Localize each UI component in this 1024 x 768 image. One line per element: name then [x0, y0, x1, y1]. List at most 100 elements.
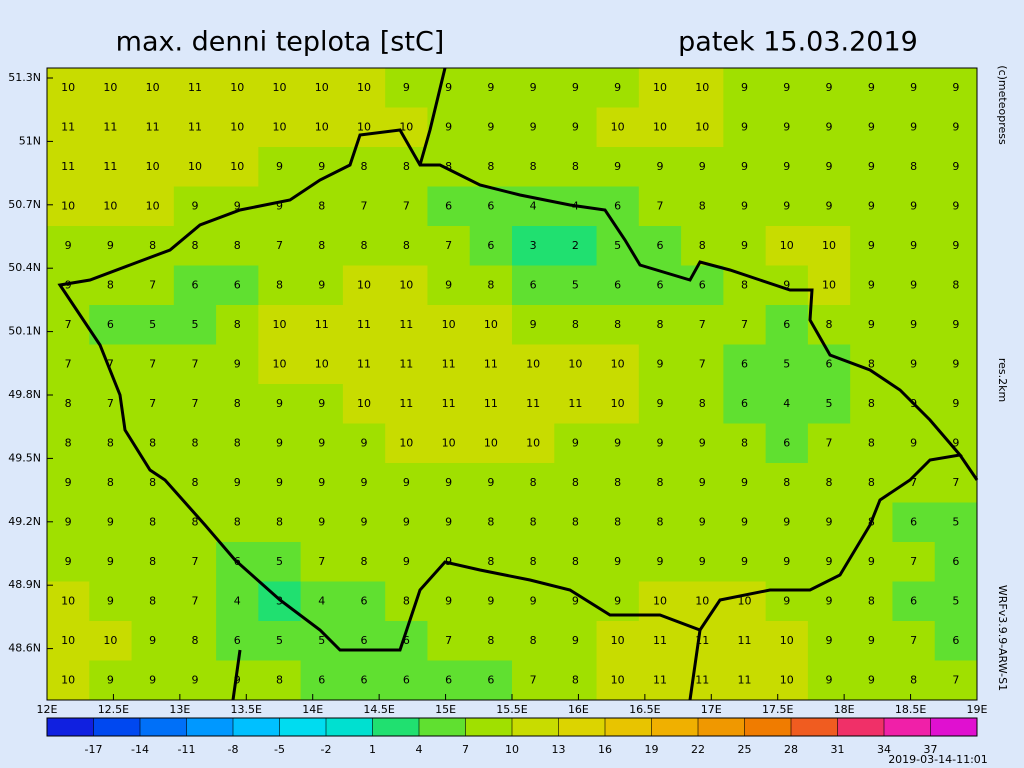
value-label: 6	[107, 318, 114, 331]
field-cell	[385, 68, 428, 108]
value-label: 10	[611, 120, 625, 133]
field-cell	[131, 305, 175, 345]
field-cell	[131, 542, 175, 582]
field-cell	[131, 344, 175, 385]
value-label: 9	[276, 199, 283, 212]
value-label: 6	[361, 634, 368, 647]
field-cell	[512, 660, 555, 701]
value-label: 9	[699, 515, 706, 528]
value-label: 5	[572, 278, 579, 291]
value-label: 9	[65, 476, 72, 489]
field-cell	[216, 581, 259, 622]
field-cell	[554, 660, 598, 701]
field-cell	[342, 107, 386, 148]
field-cell	[850, 423, 893, 464]
field-cell	[596, 226, 640, 266]
value-label: 10	[442, 436, 456, 449]
field-cell	[89, 186, 133, 227]
field-cell	[258, 107, 302, 148]
value-label: 9	[910, 357, 917, 370]
field-cell	[89, 581, 133, 622]
value-label: 9	[361, 476, 368, 489]
value-label: 9	[445, 81, 452, 94]
colorbar-label: -8	[228, 743, 239, 756]
value-label: 11	[399, 318, 413, 331]
field-cell	[554, 502, 598, 543]
field-cell	[469, 621, 513, 661]
field-cell	[512, 68, 555, 108]
lon-label: 19E	[967, 703, 988, 716]
field-cell	[89, 344, 133, 385]
field-cell	[173, 186, 217, 227]
field-cell	[47, 226, 90, 266]
field-cell	[638, 660, 682, 701]
field-cell	[469, 581, 513, 622]
lon-label: 14.5E	[363, 703, 394, 716]
value-label: 4	[530, 199, 537, 212]
value-label: 10	[611, 397, 625, 410]
colorbar-label: 19	[645, 743, 659, 756]
colorbar-segment	[698, 718, 745, 736]
field-cell	[807, 502, 851, 543]
value-label: 8	[107, 278, 114, 291]
field-cell	[554, 423, 598, 464]
colorbar-label: 16	[598, 743, 612, 756]
colorbar-label: 25	[738, 743, 752, 756]
value-label: 4	[318, 594, 325, 607]
field-cell	[850, 305, 893, 345]
field-cell	[47, 621, 90, 661]
value-label: 6	[952, 555, 959, 568]
field-cell	[47, 542, 90, 582]
resolution: res.2km	[996, 358, 1009, 402]
field-cell	[216, 621, 259, 661]
field-cell	[723, 463, 767, 503]
field-cell	[892, 542, 936, 582]
field-cell	[258, 226, 302, 266]
field-cell	[596, 384, 640, 424]
value-label: 9	[952, 120, 959, 133]
value-label: 9	[741, 160, 748, 173]
value-label: 8	[530, 160, 537, 173]
field-cell	[342, 265, 386, 306]
field-cell	[723, 384, 767, 424]
field-cell	[765, 660, 809, 701]
value-label: 8	[868, 397, 875, 410]
value-label: 9	[445, 555, 452, 568]
field-cell	[300, 305, 344, 345]
field-cell	[342, 344, 386, 385]
field-cell	[131, 226, 175, 266]
field-cell	[512, 186, 555, 227]
value-label: 9	[65, 239, 72, 252]
value-label: 10	[146, 81, 160, 94]
value-label: 9	[741, 199, 748, 212]
field-cell	[807, 542, 851, 582]
value-label: 4	[234, 594, 241, 607]
field-cell	[723, 344, 767, 385]
value-label: 5	[149, 318, 156, 331]
value-label: 11	[103, 120, 117, 133]
value-label: 9	[572, 81, 579, 94]
value-label: 10	[653, 120, 667, 133]
value-label: 9	[826, 199, 833, 212]
lon-label: 12.5E	[98, 703, 129, 716]
field-cell	[892, 660, 936, 701]
field-cell	[512, 542, 555, 582]
field-cell	[681, 542, 724, 582]
field-cell	[385, 226, 428, 266]
field-cell	[47, 660, 90, 701]
value-label: 8	[65, 397, 72, 410]
value-label: 9	[445, 594, 452, 607]
value-label: 9	[614, 436, 621, 449]
value-label: 7	[149, 397, 156, 410]
field-cell	[807, 147, 851, 187]
field-cell	[934, 660, 978, 701]
field-cell	[300, 384, 344, 424]
value-label: 9	[826, 81, 833, 94]
field-cell	[258, 344, 302, 385]
value-label: 9	[952, 239, 959, 252]
value-label: 9	[826, 673, 833, 686]
colorbar-label: -17	[85, 743, 103, 756]
field-cell	[131, 186, 175, 227]
value-label: 7	[149, 357, 156, 370]
value-label: 7	[191, 397, 198, 410]
